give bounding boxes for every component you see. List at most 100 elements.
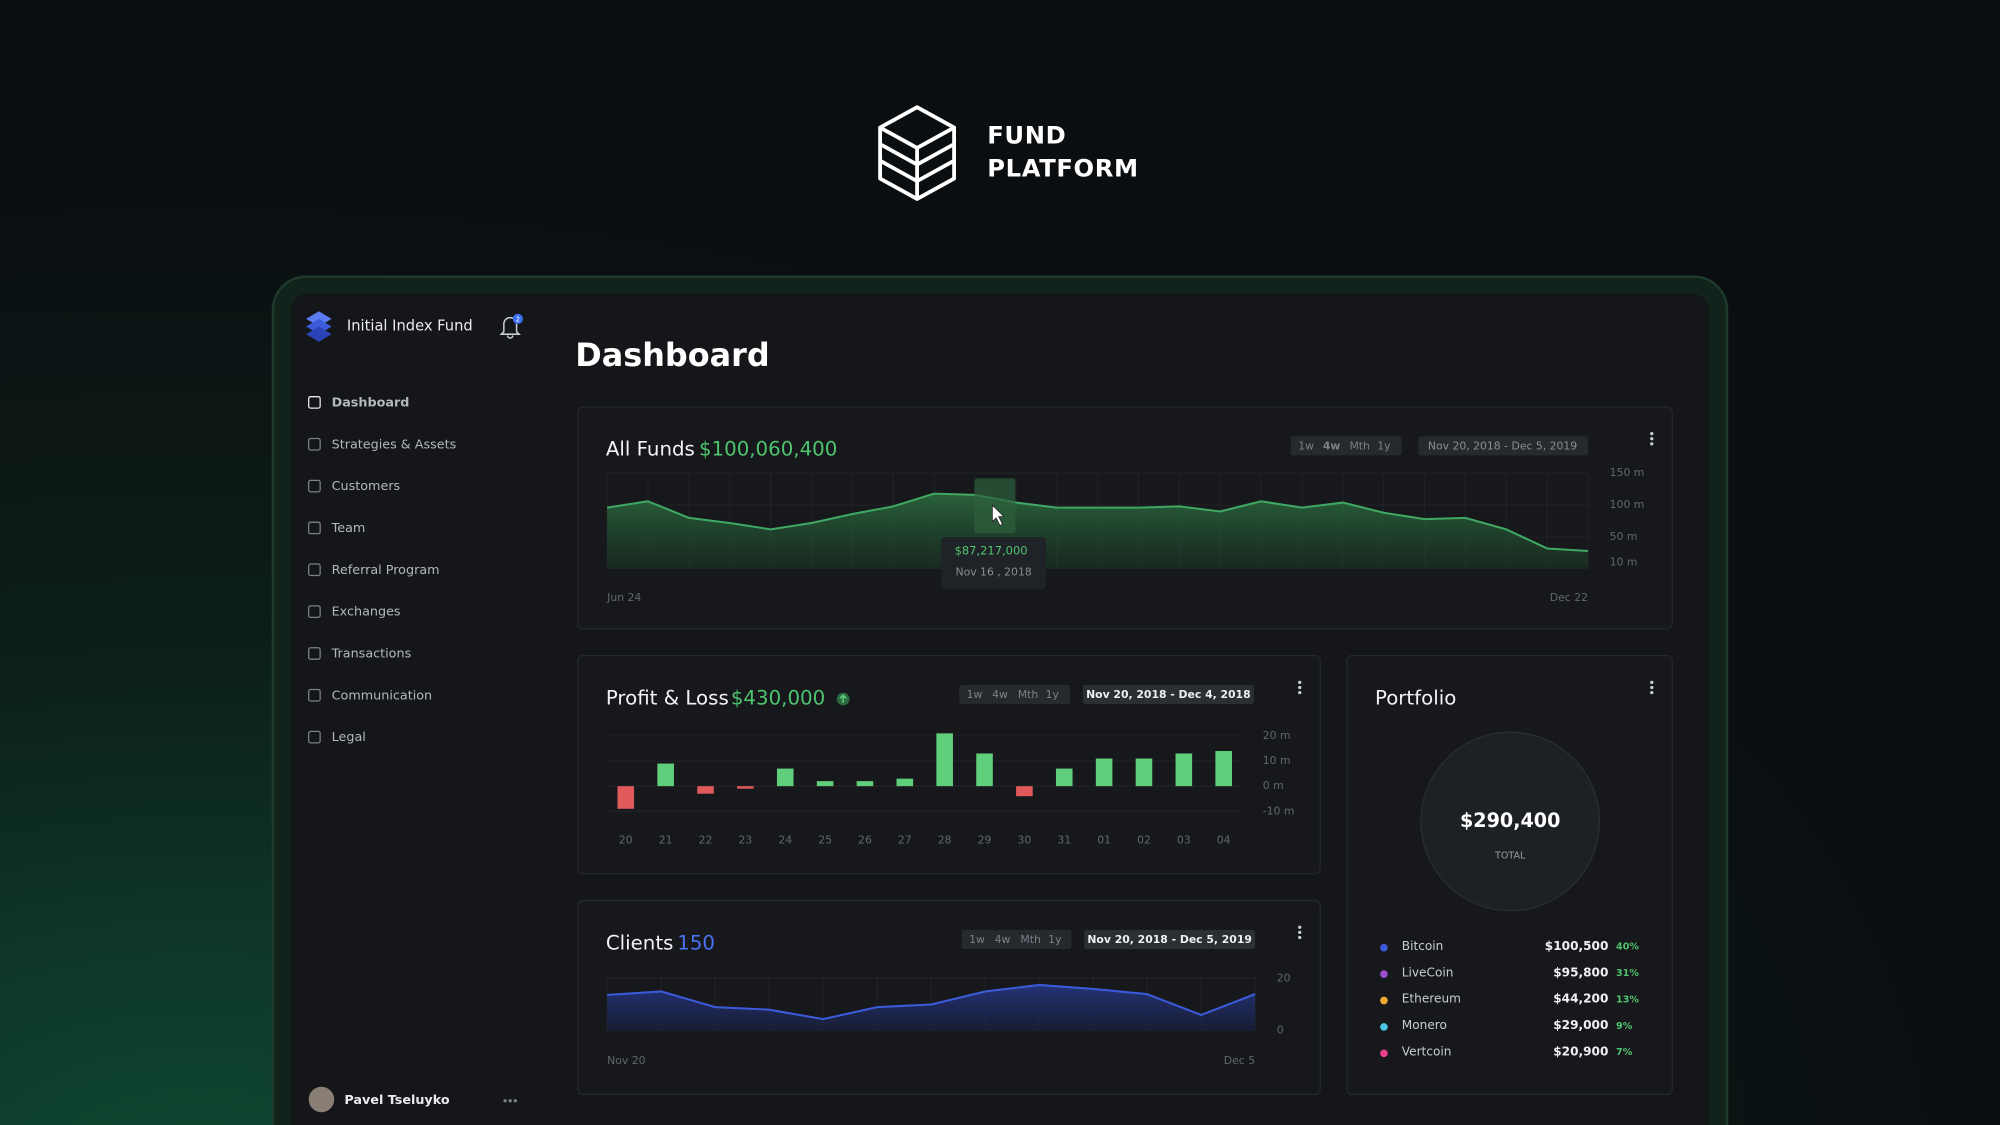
range-button[interactable]: 1y xyxy=(1048,933,1062,946)
range-selector[interactable] xyxy=(1290,436,1402,456)
menu-icon xyxy=(308,479,321,493)
menu-icon xyxy=(308,563,321,577)
portfolio-total-label: TOTAL xyxy=(1494,850,1526,861)
clients-menu[interactable] xyxy=(1298,925,1302,940)
clients-date-range[interactable]: Nov 20, 2018 - Dec 5, 2019 xyxy=(1087,933,1252,946)
hover-column xyxy=(974,478,1016,534)
legend-dot xyxy=(1380,996,1388,1005)
menu-item[interactable]: Strategies & Assets xyxy=(332,437,457,452)
bar xyxy=(1175,753,1193,787)
menu-item[interactable]: Legal xyxy=(332,730,366,745)
range-button[interactable]: Mth xyxy=(1018,688,1038,701)
x-tick-label: 02 xyxy=(1137,834,1151,847)
user-name[interactable]: Pavel Tseluyko xyxy=(344,1093,450,1108)
y-tick-label: 100 m xyxy=(1610,498,1645,511)
legend-share: 13% xyxy=(1616,994,1639,1005)
bar xyxy=(697,786,714,794)
range-button[interactable]: 4w xyxy=(992,688,1008,701)
notification-badge xyxy=(512,313,523,324)
range-button[interactable]: 1w xyxy=(1298,439,1314,452)
x-tick-label: 04 xyxy=(1217,834,1231,847)
donut-background xyxy=(1420,731,1601,912)
menu-item[interactable]: Dashboard xyxy=(332,396,410,411)
legend-share: 40% xyxy=(1616,942,1639,953)
area-fill xyxy=(607,984,1256,1031)
tooltip-date: Nov 16 , 2018 xyxy=(955,566,1031,579)
legend-share: 7% xyxy=(1616,1047,1633,1058)
range-button[interactable]: Mth xyxy=(1349,439,1369,452)
legend-name: LiveCoin xyxy=(1402,965,1454,979)
date-range-box[interactable] xyxy=(1082,684,1254,705)
menu-icon xyxy=(308,647,321,660)
legend-name: Ethereum xyxy=(1402,992,1461,1006)
y-tick-label: 20 m xyxy=(1263,729,1291,742)
line xyxy=(606,492,1589,553)
range-button[interactable]: 1w xyxy=(969,933,985,946)
x-tick-label: 29 xyxy=(978,834,992,847)
bar xyxy=(737,786,754,789)
x-tick-label: Nov 20 xyxy=(607,1054,645,1067)
all-funds-date-range[interactable]: Nov 20, 2018 - Dec 5, 2019 xyxy=(1428,439,1577,452)
portfolio-total: $290,400 xyxy=(1460,809,1560,832)
range-button[interactable]: 1y xyxy=(1377,439,1391,452)
x-tick-label: 03 xyxy=(1177,834,1191,847)
y-tick-label: -10 m xyxy=(1263,804,1295,817)
area-fill xyxy=(607,493,1589,569)
bar xyxy=(816,781,834,787)
legend-value: $100,500 xyxy=(1545,939,1609,953)
range-button[interactable]: 4w xyxy=(995,933,1011,946)
sidebar-menu: Dashboard Strategies & Assets Customers Tea… xyxy=(308,396,457,745)
tooltip-value: $87,217,000 xyxy=(955,544,1028,558)
page-title: Dashboard xyxy=(575,336,769,374)
date-range-box[interactable] xyxy=(1418,436,1589,456)
x-tick-label: 28 xyxy=(938,834,952,847)
bar xyxy=(776,768,794,787)
menu-item[interactable]: Communication xyxy=(332,688,432,703)
bar xyxy=(936,733,953,787)
x-tick-label: 30 xyxy=(1018,834,1032,847)
x-tick-label: 24 xyxy=(778,834,792,847)
menu-icon xyxy=(308,521,321,535)
menu-item[interactable]: Customers xyxy=(332,479,401,494)
bar xyxy=(856,781,874,787)
user-avatar[interactable] xyxy=(308,1086,335,1113)
clients-total: 150 xyxy=(677,931,715,954)
bar xyxy=(617,786,635,809)
range-button[interactable]: 1w xyxy=(967,688,983,701)
y-tick-label: 50 m xyxy=(1610,530,1638,543)
legend-dot xyxy=(1380,943,1388,952)
menu-item[interactable]: Exchanges xyxy=(332,605,401,620)
profit-loss-total: $430,000 xyxy=(731,686,825,709)
all-funds-menu[interactable] xyxy=(1650,432,1654,446)
range-button[interactable]: 1y xyxy=(1046,688,1060,701)
brand-line1: FUND xyxy=(987,121,1066,149)
range-button[interactable]: Mth xyxy=(1020,933,1040,946)
notification-count: 2 xyxy=(516,315,520,324)
legend-value: $20,900 xyxy=(1553,1045,1608,1059)
fund-name[interactable]: Initial Index Fund xyxy=(347,318,473,335)
menu-item[interactable]: Transactions xyxy=(331,647,412,662)
cursor xyxy=(991,504,1005,527)
range-selector[interactable] xyxy=(961,929,1072,949)
profit-loss-menu[interactable] xyxy=(1298,680,1302,695)
range-button[interactable]: 4w xyxy=(1323,439,1341,452)
menu-item[interactable]: Team xyxy=(331,521,366,536)
y-tick-label: 20 xyxy=(1277,971,1291,984)
user-more[interactable] xyxy=(503,1099,517,1103)
legend-name: Monero xyxy=(1402,1018,1447,1032)
range-selector[interactable] xyxy=(959,684,1071,705)
portfolio-menu[interactable] xyxy=(1650,680,1654,695)
clients-title: Clients xyxy=(606,931,674,954)
bar xyxy=(896,778,914,787)
bar xyxy=(1016,786,1033,797)
legend-dot xyxy=(1380,1023,1388,1031)
menu-item[interactable]: Referral Program xyxy=(332,563,440,578)
date-range-box[interactable] xyxy=(1084,929,1256,949)
brand-line2: PLATFORM xyxy=(987,155,1139,183)
all-funds-title: All Funds xyxy=(606,438,695,461)
brand-logo xyxy=(878,105,956,201)
y-tick-label: 150 m xyxy=(1610,466,1645,479)
profit-loss-date-range[interactable]: Nov 20, 2018 - Dec 4, 2018 xyxy=(1086,688,1251,701)
